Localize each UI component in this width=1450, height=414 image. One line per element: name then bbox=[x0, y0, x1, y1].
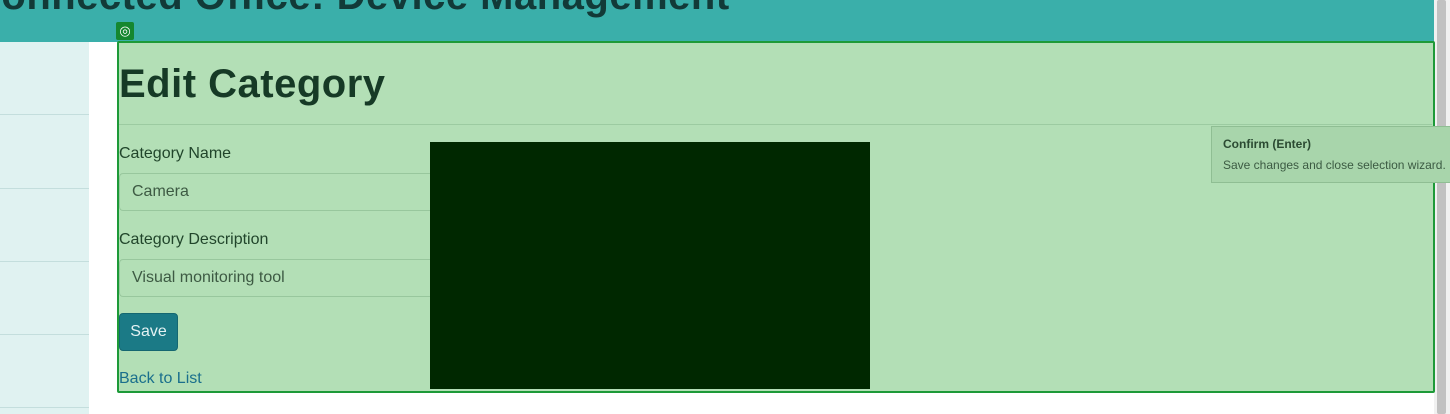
target-icon[interactable]: ◎ bbox=[116, 22, 134, 40]
vertical-scrollbar[interactable] bbox=[1434, 0, 1450, 414]
sidebar-item[interactable] bbox=[0, 42, 89, 115]
app-header: Connected Office: Device Management bbox=[0, 0, 1434, 42]
category-description-input[interactable]: Visual monitoring tool bbox=[119, 259, 449, 297]
page-title: Edit Category bbox=[119, 62, 386, 106]
divider bbox=[119, 124, 1432, 125]
sidebar-item[interactable] bbox=[0, 116, 89, 189]
sidebar bbox=[0, 42, 89, 414]
sidebar-item[interactable] bbox=[0, 335, 89, 408]
tooltip-title: Confirm (Enter) bbox=[1223, 137, 1311, 151]
confirm-tooltip: Confirm (Enter) Save changes and close s… bbox=[1211, 126, 1450, 183]
tooltip-description: Save changes and close selection wizard. bbox=[1223, 158, 1446, 172]
app-title: Connected Office: Device Management bbox=[0, 0, 730, 19]
category-name-input[interactable]: Camera bbox=[119, 173, 449, 211]
save-button[interactable]: Save bbox=[119, 313, 178, 351]
sidebar-item[interactable] bbox=[0, 262, 89, 335]
sidebar-item[interactable] bbox=[0, 189, 89, 262]
category-description-label: Category Description bbox=[119, 231, 269, 248]
redacted-region bbox=[430, 142, 870, 389]
category-name-label: Category Name bbox=[119, 145, 232, 162]
scrollbar-thumb[interactable] bbox=[1437, 0, 1446, 414]
back-to-list-link[interactable]: Back to List bbox=[119, 370, 202, 387]
